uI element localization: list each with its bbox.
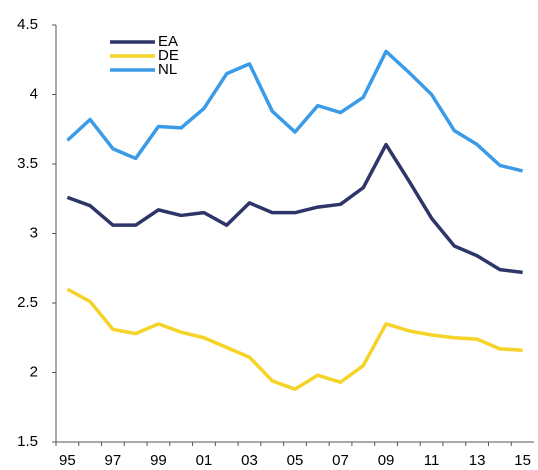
x-tick-label: 09 bbox=[378, 452, 395, 469]
y-tick-label: 1.5 bbox=[17, 433, 38, 450]
y-tick-label: 3.5 bbox=[17, 155, 38, 172]
series-line bbox=[66, 49, 524, 173]
x-tick-label: 97 bbox=[105, 452, 122, 469]
series-line bbox=[66, 142, 523, 275]
y-tick-label: 3 bbox=[30, 224, 38, 241]
x-tick-label: 03 bbox=[241, 452, 258, 469]
x-tick-label: 13 bbox=[469, 452, 486, 469]
y-tick-label: 4 bbox=[30, 85, 38, 102]
y-tick-label: 2.5 bbox=[17, 294, 38, 311]
x-tick-label: 05 bbox=[287, 452, 304, 469]
y-tick-label: 4.5 bbox=[17, 16, 38, 33]
x-tick-label: 95 bbox=[59, 452, 76, 469]
x-tick-label: 01 bbox=[196, 452, 213, 469]
y-tick-label: 2 bbox=[30, 363, 38, 380]
legend-label: NL bbox=[158, 61, 177, 78]
x-tick-label: 11 bbox=[424, 452, 440, 469]
x-tick-label: 07 bbox=[332, 452, 349, 469]
legend-label: EA bbox=[158, 33, 178, 50]
x-tick-label: 15 bbox=[514, 452, 531, 469]
series-line bbox=[66, 287, 523, 391]
legend-label: DE bbox=[158, 47, 179, 64]
x-tick-label: 99 bbox=[150, 452, 167, 469]
